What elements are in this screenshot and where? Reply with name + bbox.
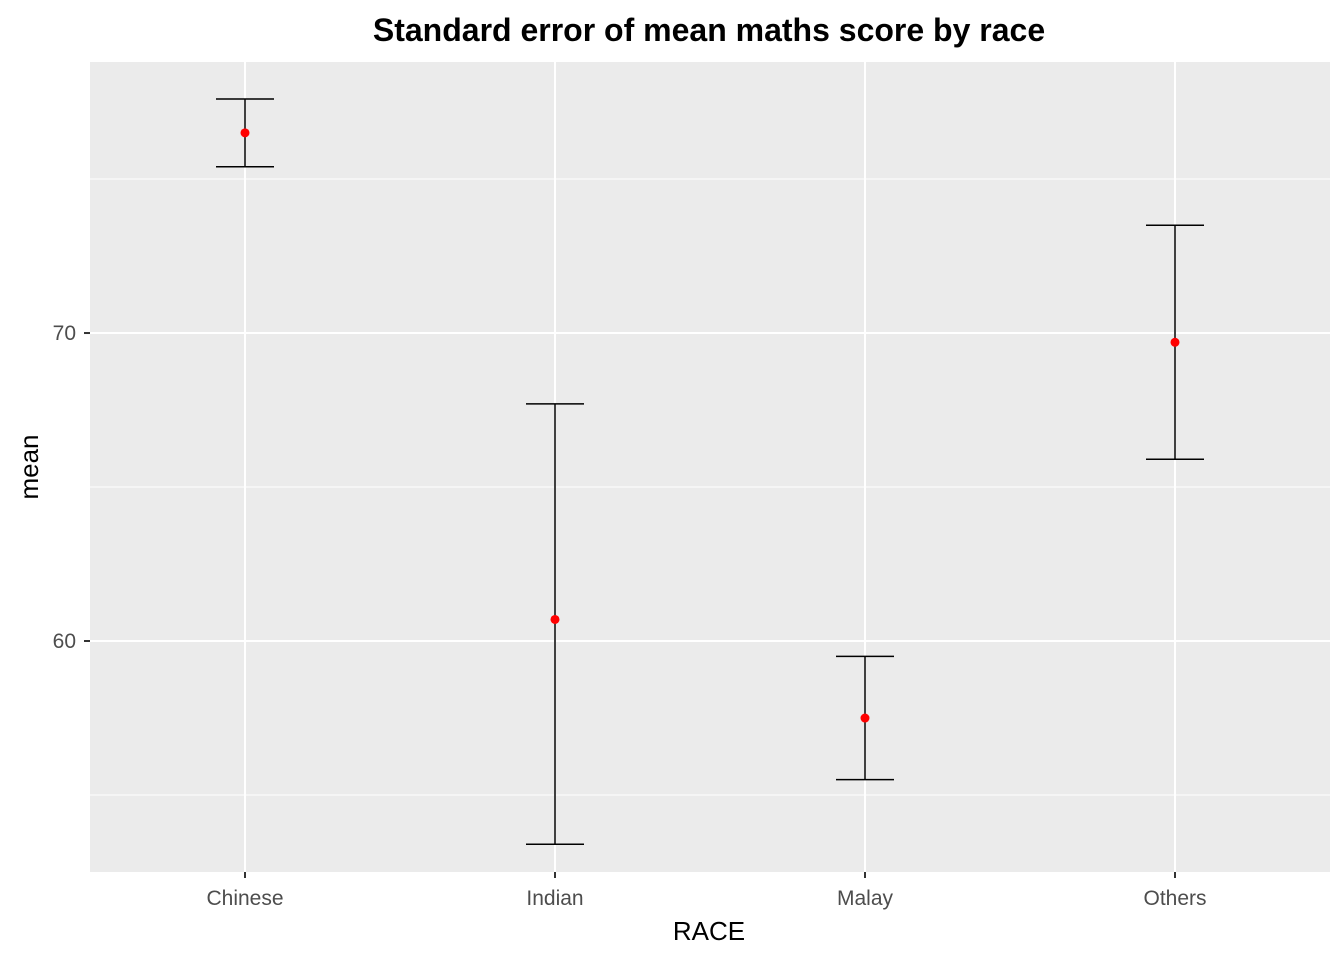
errorbar-chinese — [216, 98, 274, 168]
y-tick-label: 70 — [53, 322, 76, 345]
x-tick-label: Indian — [526, 887, 583, 910]
x-tick-label: Others — [1143, 887, 1206, 910]
errorbar-others — [1146, 224, 1204, 461]
data-marks — [216, 98, 1204, 846]
gridlines — [90, 62, 1330, 872]
y-axis-title: mean — [14, 434, 44, 499]
mean-point — [860, 713, 870, 723]
axes: 60 70 Chinese Indian Malay Others — [53, 322, 1207, 910]
chart-title: Standard error of mean maths score by ra… — [373, 12, 1045, 48]
x-axis-title: RACE — [673, 916, 745, 946]
mean-point — [1170, 337, 1180, 347]
errorbar-indian — [526, 403, 584, 846]
mean-point — [240, 128, 250, 138]
x-tick-label: Malay — [837, 887, 894, 910]
x-tick-label: Chinese — [206, 887, 283, 910]
y-tick-label: 60 — [53, 630, 76, 653]
errorbar-malay — [836, 655, 894, 781]
plot-panel — [90, 62, 1330, 872]
mean-point — [550, 614, 560, 624]
